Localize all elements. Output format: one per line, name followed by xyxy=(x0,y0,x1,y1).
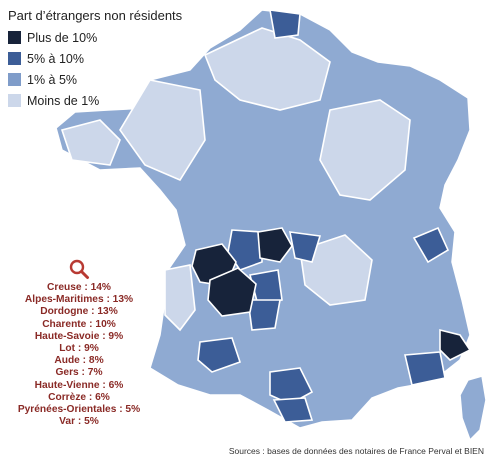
ranking-item: Var : 5% xyxy=(59,416,99,428)
region-5to10-correze xyxy=(247,299,281,331)
region-5to10-var xyxy=(404,351,446,386)
ranking-item: Pyrénées-Orientales : 5% xyxy=(17,404,141,416)
legend-item-1to5: 1% à 5% xyxy=(8,69,99,90)
region-plus10-alpes-maritimes xyxy=(439,328,472,361)
legend-swatch xyxy=(8,31,21,44)
region-lt1-east xyxy=(319,99,411,201)
corsica xyxy=(459,375,487,442)
ranking-item: Corrèze : 6% xyxy=(48,391,110,403)
legend-swatch xyxy=(8,94,21,107)
ranking-item: Dordogne : 13% xyxy=(40,306,118,318)
region-5to10-haute-vienne xyxy=(249,269,283,306)
source-note: Sources : bases de données des notaires … xyxy=(228,446,484,456)
ranking-item: Gers : 7% xyxy=(55,367,103,379)
legend-label: Plus de 10% xyxy=(27,30,98,45)
region-5to10-hautes-pyrenees xyxy=(289,231,322,263)
region-5to10-pyrenees-orientales xyxy=(272,397,314,423)
ranking-item: Haute-Savoie : 9% xyxy=(34,330,124,342)
legend-label: Moins de 1% xyxy=(27,93,100,108)
ranking-item: Alpes-Maritimes : 13% xyxy=(24,294,134,306)
region-lt1-west xyxy=(119,79,206,182)
ranking-item: Haute-Vienne : 6% xyxy=(34,379,124,391)
region-plus10-dordogne xyxy=(207,267,257,317)
legend-item-lt1: Moins de 1% xyxy=(8,90,99,111)
ranking-item: Aude : 8% xyxy=(54,355,104,367)
legend-swatch xyxy=(8,52,21,65)
ranking-item: Creuse : 14% xyxy=(47,282,111,293)
region-5to10-haute-savoie xyxy=(412,226,450,264)
legend-swatch xyxy=(8,73,21,86)
region-lt1-rhone xyxy=(299,234,373,306)
region-5to10-nord xyxy=(269,9,301,39)
region-5to10-charente-maritime xyxy=(227,229,263,271)
ranking-item: Charente : 10% xyxy=(42,318,116,330)
map-title: Part d’étrangers non résidents xyxy=(8,8,183,23)
legend: Plus de 10% 5% à 10% 1% à 5% Moins de 1% xyxy=(8,27,99,111)
region-lt1-southwest xyxy=(164,264,196,332)
ranking-item: Lot : 9% xyxy=(59,343,99,355)
legend-label: 1% à 5% xyxy=(27,72,78,87)
magnifier-icon xyxy=(69,259,89,279)
legend-item-plus10: Plus de 10% xyxy=(8,27,99,48)
region-plus10-creuse xyxy=(257,227,293,263)
legend-label: 5% à 10% xyxy=(27,51,84,66)
department-regions xyxy=(60,9,472,423)
legend-item-5to10: 5% à 10% xyxy=(8,48,99,69)
region-5to10-gers xyxy=(197,337,242,373)
region-lt1-brittany xyxy=(60,119,121,166)
ranking-list: Creuse : 14% Alpes-Maritimes : 13% Dordo… xyxy=(0,282,158,428)
ranking-panel: Creuse : 14% Alpes-Maritimes : 13% Dordo… xyxy=(0,258,158,428)
